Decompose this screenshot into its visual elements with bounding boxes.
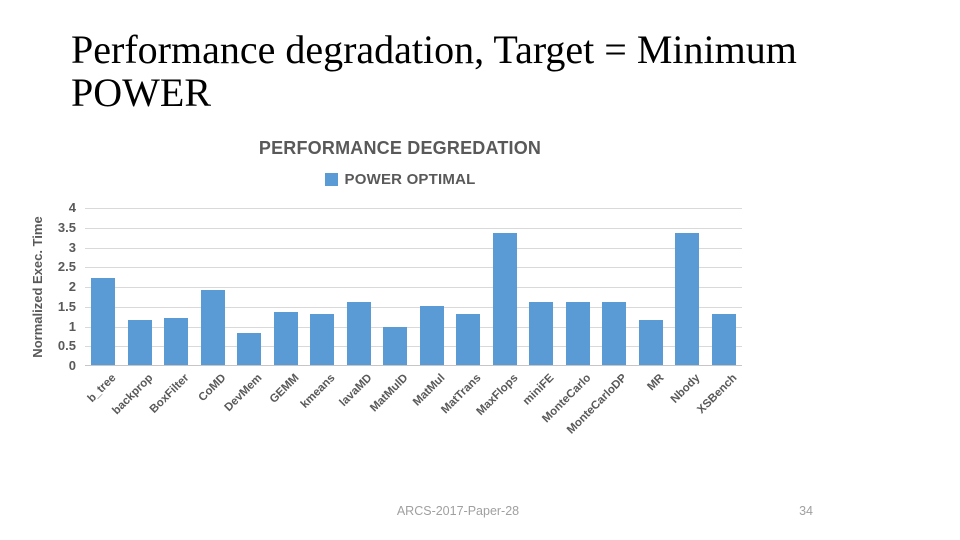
gridline [85, 227, 742, 229]
gridline [85, 287, 742, 288]
page-number: 34 [799, 504, 813, 518]
legend-label: POWER OPTIMAL [344, 170, 476, 188]
gridline [85, 346, 742, 348]
bar-b_tree [91, 278, 116, 365]
y-tick-label: 0.5 [57, 338, 76, 354]
bar-MatMulD [383, 327, 408, 365]
legend-marker-icon [324, 172, 338, 186]
footer-text: ARCS-2017-Paper-28 [396, 504, 520, 518]
y-tick-label: 1 [68, 318, 76, 334]
bar-lavaMD [346, 301, 371, 365]
y-tick-label: 3.5 [57, 219, 76, 235]
gridline [85, 247, 742, 249]
bar-MatTrans [456, 313, 481, 365]
bar-Nbody [675, 232, 700, 365]
bar-MR [638, 319, 663, 365]
y-tick-label: 3 [68, 239, 76, 255]
bar-backprop [127, 319, 152, 365]
bar-kmeans [310, 313, 335, 365]
x-axis-line [85, 365, 742, 366]
bar-XSBench [711, 313, 736, 365]
chart-title: PERFORMANCE DEGREDATION [258, 138, 542, 158]
bar-BoxFilter [164, 317, 189, 365]
y-tick-label: 0 [68, 358, 76, 373]
y-tick-label: 2 [68, 279, 76, 294]
gridline [85, 326, 742, 328]
chart-legend: POWER OPTIMAL [85, 170, 715, 188]
gridline [85, 306, 742, 308]
bar-miniFE [529, 301, 554, 365]
bar-GEMM [273, 311, 298, 365]
bar-MatMul [419, 305, 444, 365]
y-tick-label: 2.5 [57, 259, 76, 275]
slide-title: Performance degradation, Target = Minimu… [71, 27, 797, 116]
bar-MaxFlops [492, 232, 517, 365]
gridline [85, 267, 742, 269]
plot-area [85, 208, 742, 366]
bar-DevMem [237, 333, 262, 365]
bar-MonteCarlo [565, 301, 590, 365]
bar-MonteCarloDP [602, 301, 627, 365]
gridline [85, 208, 742, 209]
y-tick-label: 4 [68, 200, 76, 215]
bar-CoMD [200, 289, 225, 365]
y-tick-label: 1.5 [57, 298, 76, 314]
